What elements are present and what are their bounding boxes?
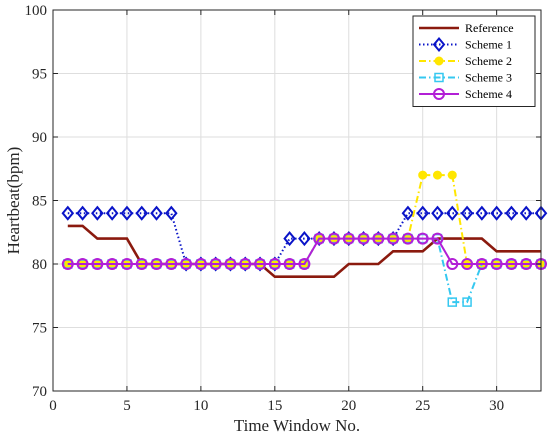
legend-marker (434, 56, 444, 66)
scheme-4-point (342, 232, 355, 245)
scheme-1-point (105, 205, 119, 221)
scheme-4-point (283, 258, 296, 270)
scheme-4-point (239, 258, 252, 270)
y-tick-label: 75 (32, 321, 47, 337)
scheme-4-point (180, 258, 193, 270)
legend-box (412, 15, 536, 107)
scheme-1-point (150, 205, 163, 221)
scheme-1-point (505, 205, 518, 221)
x-tick-label: 25 (415, 398, 430, 414)
scheme-4-point (135, 258, 148, 270)
x-tick-label: 30 (489, 398, 504, 414)
scheme-4-point (520, 258, 533, 270)
legend-entry-scheme-4: Scheme 4 (419, 87, 512, 101)
scheme-1-point (91, 205, 104, 221)
x-tick-label: 5 (123, 398, 131, 414)
x-tick-label: 15 (267, 398, 282, 414)
legend-label: Scheme 4 (465, 87, 512, 101)
scheme-2-point (418, 170, 428, 180)
scheme-4-point (327, 232, 340, 245)
scheme-4-point (313, 232, 326, 245)
scheme-4-point (254, 258, 267, 270)
y-tick-label: 85 (32, 194, 47, 210)
scheme-4-point (224, 258, 237, 270)
axis-ticks: 0 5 10 15 20 25 30 70 75 80 85 90 95 100 (25, 3, 541, 414)
scheme-4-point (298, 258, 311, 270)
scheme-4-point (387, 232, 400, 245)
y-tick-label: 90 (32, 130, 47, 146)
legend-marker (434, 72, 444, 83)
scheme-4-point (461, 258, 474, 270)
scheme-2-point (432, 170, 442, 180)
scheme-1-point (401, 205, 415, 221)
scheme-4-point (268, 258, 281, 270)
legend-label: Scheme 3 (465, 71, 512, 85)
legend-label: Scheme 2 (465, 54, 512, 68)
series-scheme-4 (61, 232, 547, 270)
scheme-4-point (475, 258, 488, 270)
scheme-1-point (298, 231, 311, 247)
scheme-4-point (194, 258, 207, 270)
scheme-3-point (447, 297, 458, 307)
legend-entry-scheme-2: Scheme 2 (419, 54, 512, 68)
scheme-1-point (416, 205, 429, 221)
legend-marker (432, 36, 446, 53)
y-tick-label: 95 (32, 67, 47, 83)
legend-label: Scheme 1 (465, 38, 512, 52)
scheme-1-point (76, 205, 89, 221)
legend: Reference Scheme 1 Scheme 2 Scheme 3 Scheme … (412, 15, 536, 107)
scheme-4-point (165, 258, 178, 270)
scheme-4-point (209, 258, 222, 270)
scheme-1-point (445, 205, 459, 221)
legend-marker (433, 88, 445, 100)
legend-label: Reference (465, 21, 514, 35)
legend-entry-scheme-1: Scheme 1 (419, 36, 512, 53)
scheme-1-point (475, 205, 489, 221)
scheme-1-point (120, 205, 134, 221)
scheme-4-point (357, 232, 370, 245)
x-tick-label: 0 (49, 398, 57, 414)
legend-entry-reference: Reference (419, 21, 514, 35)
x-tick-label: 20 (341, 398, 356, 414)
y-tick-label: 100 (25, 3, 48, 19)
scheme-4-point (416, 232, 429, 245)
scheme-4-point (490, 258, 503, 270)
scheme-4-point (91, 258, 104, 270)
scheme-4-point (106, 258, 119, 270)
scheme-1-point (135, 205, 149, 221)
scheme-1-point (460, 205, 474, 221)
scheme-4-point (120, 258, 133, 270)
scheme-4-point (401, 232, 414, 245)
scheme-4-point (372, 232, 385, 245)
scheme-4-point (505, 258, 518, 270)
scheme-1-point (283, 231, 296, 247)
scheme-2-point (447, 170, 457, 180)
scheme-1-point (490, 205, 503, 221)
scheme-4-point (446, 258, 459, 270)
y-axis-label: Heartbeat(bpm) (4, 147, 23, 255)
y-tick-label: 70 (32, 384, 47, 400)
scheme-4-point (76, 258, 89, 270)
scheme-4-point (61, 258, 74, 270)
scheme-1-point (165, 205, 178, 221)
scheme-4-point (431, 232, 444, 245)
scheme-4-point (150, 258, 163, 270)
scheme-3-point (462, 297, 472, 307)
scheme-1-point (519, 205, 533, 221)
y-tick-label: 80 (32, 257, 47, 273)
scheme-1-line (67, 212, 541, 265)
x-axis-label: Time Window No. (234, 416, 360, 435)
legend-entry-scheme-3: Scheme 3 (419, 71, 512, 85)
scheme-1-point (61, 205, 75, 221)
scheme-1-point (431, 205, 444, 221)
x-tick-label: 10 (193, 398, 208, 414)
